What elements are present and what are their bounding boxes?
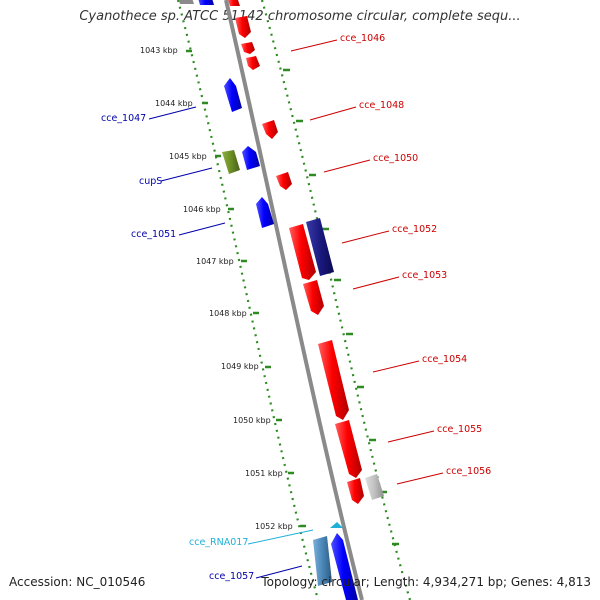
gene-label: cce_1053	[402, 270, 447, 281]
kbp-label: 1045 kbp	[169, 152, 207, 161]
rna-label[interactable]: cce_RNA017	[189, 537, 248, 548]
rna-leader	[247, 529, 314, 545]
reverse-gene-labels[interactable]: cce_1047 cupS cce_1051 cce_1057	[101, 113, 254, 582]
gene-cce-1051[interactable]	[256, 197, 274, 228]
gene-cce-1052[interactable]	[289, 224, 316, 280]
gene-cce-1056-pseudo[interactable]	[365, 474, 384, 500]
gene-cce-1057[interactable]	[331, 533, 358, 600]
rna-marker[interactable]	[330, 522, 343, 528]
forward-tick-track	[260, 0, 412, 600]
gene-cce-1054[interactable]	[318, 340, 349, 420]
kbp-label: 1049 kbp	[221, 362, 259, 371]
gene-cups[interactable]	[222, 150, 240, 174]
map-title: Cyanothece sp. ATCC 51142 chromosome cir…	[79, 9, 521, 24]
kbp-label: 1047 kbp	[196, 257, 234, 266]
gene-partial[interactable]	[228, 0, 240, 6]
reverse-tick-track	[176, 0, 320, 600]
gene-cce-1046b[interactable]	[241, 42, 255, 54]
gene-dark[interactable]	[306, 218, 334, 276]
gene-cce-1056[interactable]	[347, 478, 364, 504]
gene-label: cce_1057	[209, 571, 254, 582]
kbp-label: 1046 kbp	[183, 205, 221, 214]
gene-cce-1046c[interactable]	[246, 56, 260, 70]
gene-cups-2[interactable]	[242, 146, 260, 170]
gene-label: cce_1047	[101, 113, 146, 124]
gene-label: cce_1048	[359, 100, 404, 111]
reverse-genes[interactable]	[178, 0, 358, 600]
gene-label: cupS	[139, 176, 162, 187]
kbp-label: 1051 kbp	[245, 469, 283, 478]
gene-partial[interactable]	[178, 0, 194, 4]
gene-cce-1048[interactable]	[262, 120, 278, 139]
forward-ticks	[283, 68, 399, 546]
forward-leaders	[290, 39, 444, 485]
kbp-label: 1050 kbp	[233, 416, 271, 425]
gene-cce-1050[interactable]	[276, 172, 292, 190]
gene-label: cce_1055	[437, 424, 482, 435]
gene-cce-1047[interactable]	[224, 78, 242, 112]
gene-label: cce_1054	[422, 354, 467, 365]
gene-cce-1055[interactable]	[335, 420, 362, 478]
accession-text: Accession: NC_010546	[9, 575, 146, 589]
gene-label: cce_1046	[340, 33, 385, 44]
kbp-label: 1044 kbp	[155, 99, 193, 108]
kbp-label: 1052 kbp	[255, 522, 293, 531]
gene-label: cce_1056	[446, 466, 491, 477]
gene-label: cce_1051	[131, 229, 176, 240]
gene-cce-rna017[interactable]	[313, 536, 332, 586]
kbp-label: 1048 kbp	[209, 309, 247, 318]
gene-partial[interactable]	[198, 0, 214, 5]
reverse-leaders	[148, 106, 303, 579]
genome-backbone	[224, 0, 364, 600]
forward-genes[interactable]	[228, 0, 384, 504]
gene-label: cce_1050	[373, 153, 418, 164]
gene-label: cce_1052	[392, 224, 437, 235]
kbp-label: 1043 kbp	[140, 46, 178, 55]
kbp-ticks	[186, 49, 306, 528]
kbp-labels: 1043 kbp 1044 kbp 1045 kbp 1046 kbp 1047…	[140, 46, 293, 531]
gene-cce-1053[interactable]	[303, 280, 324, 315]
gene-cce-1046[interactable]	[235, 16, 251, 38]
forward-gene-labels[interactable]: cce_1046 cce_1048 cce_1050 cce_1052 cce_…	[340, 33, 491, 477]
genome-stats-text: Topology: circular; Length: 4,934,271 bp…	[261, 575, 591, 589]
